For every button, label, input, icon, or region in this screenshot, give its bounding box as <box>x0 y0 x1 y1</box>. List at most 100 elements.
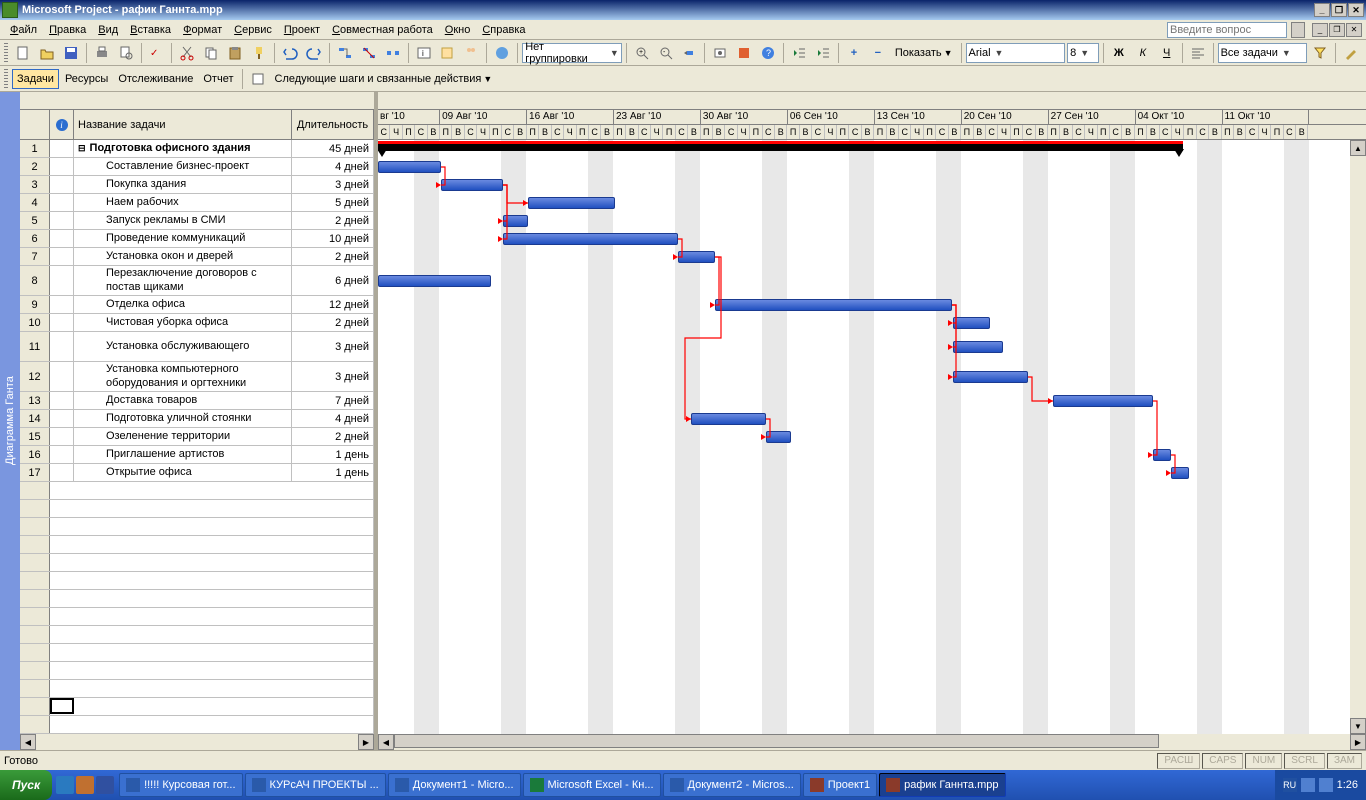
office-button[interactable] <box>733 42 755 64</box>
font-name-combo[interactable]: Arial▼ <box>966 43 1066 63</box>
menu-формат[interactable]: Формат <box>177 22 228 38</box>
info-cell[interactable] <box>50 248 74 265</box>
publish-button[interactable] <box>491 42 513 64</box>
tray-volume-icon[interactable] <box>1319 778 1333 792</box>
taskbar-task-button[interactable]: !!!!! Курсовая гот... <box>119 773 242 797</box>
hide-subtasks-button[interactable]: − <box>867 42 889 64</box>
scroll-left-button[interactable]: ◀ <box>20 734 36 750</box>
align-left-button[interactable] <box>1187 42 1209 64</box>
info-cell[interactable] <box>50 362 74 391</box>
task-row[interactable]: 6Проведение коммуникаций10 дней <box>20 230 374 248</box>
task-bar[interactable] <box>953 371 1028 383</box>
info-cell[interactable] <box>50 230 74 247</box>
print-preview-button[interactable] <box>115 42 137 64</box>
task-name-header[interactable]: Название задачи <box>74 110 292 139</box>
menu-окно[interactable]: Окно <box>439 22 477 38</box>
task-row[interactable]: 8Перезаключение договоров с постав щикам… <box>20 266 374 296</box>
tasks-tab[interactable]: Задачи <box>12 69 59 89</box>
tray-network-icon[interactable] <box>1301 778 1315 792</box>
task-row[interactable]: 14Подготовка уличной стоянки4 дней <box>20 410 374 428</box>
row-number[interactable]: 10 <box>20 314 50 331</box>
duration-cell[interactable]: 6 дней <box>292 266 374 295</box>
week-header[interactable]: 13 Сен '10 <box>875 110 962 124</box>
info-cell[interactable] <box>50 140 74 157</box>
group-by-combo[interactable]: Нет группировки▼ <box>522 43 622 63</box>
doc-minimize-button[interactable]: _ <box>1312 23 1328 37</box>
print-button[interactable] <box>91 42 113 64</box>
duration-cell[interactable]: 3 дней <box>292 176 374 193</box>
maximize-button[interactable]: ❐ <box>1331 3 1347 17</box>
task-bar[interactable] <box>503 233 678 245</box>
empty-row[interactable] <box>20 644 374 662</box>
empty-row[interactable] <box>20 698 374 716</box>
task-row[interactable]: 9Отделка офиса12 дней <box>20 296 374 314</box>
task-row[interactable]: 4Наем рабочих5 дней <box>20 194 374 212</box>
help-button[interactable]: ? <box>757 42 779 64</box>
ql-save-icon[interactable] <box>96 776 114 794</box>
task-row[interactable]: 17Открытие офиса1 день <box>20 464 374 482</box>
copy-picture-button[interactable] <box>709 42 731 64</box>
row-number[interactable]: 12 <box>20 362 50 391</box>
task-bar[interactable] <box>715 299 952 311</box>
cut-button[interactable] <box>176 42 198 64</box>
info-cell[interactable] <box>50 464 74 481</box>
ql-ie-icon[interactable] <box>56 776 74 794</box>
select-all-header[interactable] <box>20 110 50 139</box>
week-header[interactable]: 04 Окт '10 <box>1136 110 1223 124</box>
task-bar[interactable] <box>378 161 441 173</box>
format-painter-button[interactable] <box>248 42 270 64</box>
info-cell[interactable] <box>50 194 74 211</box>
menu-совместная работа[interactable]: Совместная работа <box>326 22 439 38</box>
scroll-right-button[interactable]: ▶ <box>358 734 374 750</box>
split-task-button[interactable] <box>382 42 404 64</box>
gantt-scroll-down-button[interactable]: ▼ <box>1350 718 1366 734</box>
duration-cell[interactable]: 45 дней <box>292 140 374 157</box>
week-header[interactable]: 27 Сен '10 <box>1049 110 1136 124</box>
ask-dropdown[interactable] <box>1291 22 1305 38</box>
week-header[interactable]: 23 Авг '10 <box>614 110 701 124</box>
duration-cell[interactable]: 2 дней <box>292 248 374 265</box>
week-header[interactable]: вг '10 <box>378 110 440 124</box>
empty-row[interactable] <box>20 482 374 500</box>
collapse-icon[interactable]: ⊟ <box>78 143 86 154</box>
tracking-tab[interactable]: Отслеживание <box>114 69 197 89</box>
task-name-cell[interactable]: Установка обслуживающего <box>74 332 292 361</box>
show-subtasks-button[interactable]: + <box>843 42 865 64</box>
view-bar[interactable]: Диаграмма Ганта <box>0 92 20 750</box>
info-cell[interactable] <box>50 392 74 409</box>
row-number[interactable]: 2 <box>20 158 50 175</box>
copy-button[interactable] <box>200 42 222 64</box>
week-header[interactable]: 06 Сен '10 <box>788 110 875 124</box>
empty-row[interactable] <box>20 662 374 680</box>
row-number[interactable]: 4 <box>20 194 50 211</box>
timescale[interactable]: вг '1009 Авг '1016 Авг '1023 Авг '1030 А… <box>378 110 1366 140</box>
info-cell[interactable] <box>50 176 74 193</box>
task-bar[interactable] <box>503 215 528 227</box>
week-header[interactable]: 20 Сен '10 <box>962 110 1049 124</box>
info-cell[interactable] <box>50 332 74 361</box>
row-number[interactable]: 3 <box>20 176 50 193</box>
summary-bar[interactable] <box>378 143 1183 151</box>
empty-row[interactable] <box>20 536 374 554</box>
ql-desktop-icon[interactable] <box>76 776 94 794</box>
guide-icon[interactable] <box>247 68 269 90</box>
task-bar[interactable] <box>678 251 715 263</box>
task-row[interactable]: 10Чистовая уборка офиса2 дней <box>20 314 374 332</box>
taskbar-task-button[interactable]: Проект1 <box>803 773 877 797</box>
taskbar-task-button[interactable]: рафик Ганнта.mpp <box>879 773 1005 797</box>
menu-вид[interactable]: Вид <box>92 22 124 38</box>
task-row[interactable]: 5Запуск рекламы в СМИ2 дней <box>20 212 374 230</box>
gantt-area[interactable] <box>378 140 1366 734</box>
row-number[interactable]: 17 <box>20 464 50 481</box>
row-number[interactable]: 1 <box>20 140 50 157</box>
duration-cell[interactable]: 2 дней <box>292 212 374 229</box>
task-bar[interactable] <box>953 341 1003 353</box>
report-tab[interactable]: Отчет <box>199 69 237 89</box>
minimize-button[interactable]: _ <box>1314 3 1330 17</box>
assign-resources-button[interactable] <box>460 42 482 64</box>
duration-cell[interactable]: 1 день <box>292 464 374 481</box>
start-button[interactable]: Пуск <box>0 770 52 800</box>
tray-clock[interactable]: 1:26 <box>1337 779 1358 791</box>
zoom-out-button[interactable]: - <box>655 42 677 64</box>
row-number[interactable]: 16 <box>20 446 50 463</box>
